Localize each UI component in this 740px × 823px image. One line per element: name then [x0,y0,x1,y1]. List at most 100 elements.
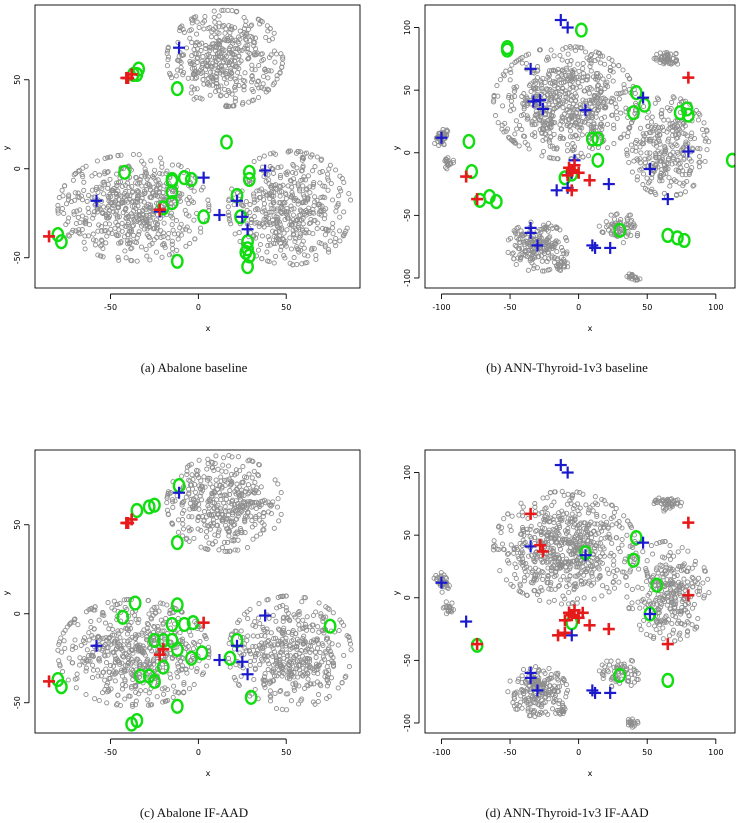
data-point [97,253,104,259]
queried-ring-marker [241,259,254,275]
data-point [308,247,315,253]
queried-ring-marker [54,234,68,250]
data-point [325,187,331,193]
data-point [214,80,220,86]
data-point [244,545,251,551]
data-point [213,84,220,90]
queried-ring-marker [638,97,651,113]
data-point [530,255,536,261]
data-point [632,223,638,229]
data-point [662,162,668,168]
data-point [241,474,248,480]
data-point [189,198,195,204]
blue-plus-marker [534,94,547,107]
data-point [315,201,321,208]
data-point [192,619,198,625]
data-point [66,192,72,198]
data-point [270,678,276,684]
data-point [296,683,302,689]
data-point [607,67,613,73]
data-point [305,676,311,682]
data-point [520,537,526,543]
data-point [225,209,231,215]
data-point [222,548,228,555]
data-point [346,634,352,640]
data-point [656,128,662,134]
data-point [266,54,272,61]
data-point [637,167,643,173]
data-point [115,644,121,650]
data-point [626,159,632,166]
data-point [149,702,155,708]
data-point [112,199,118,205]
data-point [125,241,131,247]
data-point [583,49,589,55]
data-point [578,581,585,587]
data-point [83,665,89,671]
data-point [289,192,296,198]
data-point [615,545,621,552]
data-point [248,513,254,519]
data-point [137,659,143,665]
data-point [528,240,534,246]
data-point [267,688,273,694]
data-point [614,115,620,121]
data-point [221,76,227,82]
data-point [599,123,605,129]
blue-plus-marker [527,95,540,108]
data-point [188,90,194,96]
data-point [249,475,255,481]
data-point [516,246,523,252]
data-point [491,538,497,544]
data-point [578,45,584,51]
data-point [172,498,178,504]
data-point [104,683,110,689]
queried-ring-marker [195,645,209,661]
data-point [87,658,93,664]
data-point [196,506,202,512]
data-point [673,132,679,138]
data-point [578,150,584,156]
data-point [210,77,216,83]
data-point [529,118,535,124]
data-point [218,474,224,480]
data-point [235,681,241,687]
data-point [544,92,550,98]
data-point [112,653,118,659]
data-point [642,156,648,162]
data-point [119,200,125,206]
data-point [166,230,172,237]
data-point [642,185,648,192]
data-point [100,204,106,210]
data-point [135,620,141,626]
data-point [689,145,695,151]
data-point [254,219,260,226]
data-point [280,603,286,609]
y-tick-label: -50 [13,251,22,264]
data-point [512,242,518,248]
data-point [147,215,153,221]
data-point [522,568,528,575]
data-point [175,661,181,667]
data-point [72,637,78,643]
data-point [189,39,195,46]
data-point [68,198,74,205]
data-point [263,192,269,198]
data-point [200,76,206,83]
data-point [117,635,123,641]
data-point [690,183,696,189]
data-point [265,638,271,645]
data-point [170,504,176,510]
data-point [136,231,142,238]
data-point [296,662,302,668]
data-point [115,254,121,260]
data-point [629,271,635,277]
data-point [266,615,272,621]
data-point [531,70,537,76]
data-point [84,198,90,204]
data-point [630,544,636,550]
data-point [268,511,274,517]
data-point [167,72,173,78]
data-point [62,645,68,651]
data-point [290,169,296,176]
